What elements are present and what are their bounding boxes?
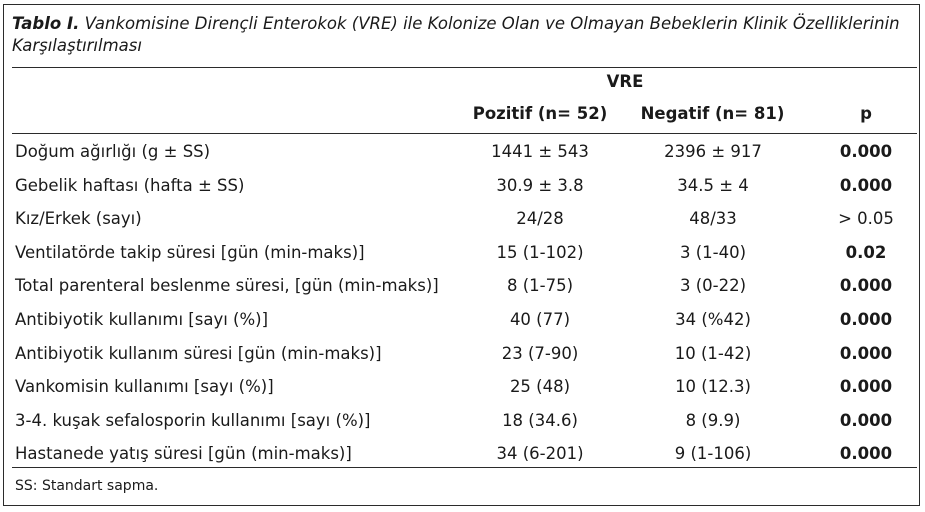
row-label: Kız/Erkek (sayı) [15,209,142,229]
row-label: Hastanede yatış süresi [gün (min-maks)] [15,444,352,464]
negative-value: 2396 ± 917 [664,142,762,161]
row-label: Vankomisin kullanımı [sayı (%)] [15,377,274,397]
caption-label: Tablo I. [12,14,80,33]
negative-value: 48/33 [689,209,737,229]
row-label: Total parenteral beslenme süresi, [gün (… [15,276,439,296]
p-value: 0.000 [839,410,893,430]
header-p: p [860,104,872,123]
table-frame [3,4,920,506]
positive-value: 23 (7-90) [501,343,579,363]
row-label: Antibiyotik kullanımı [sayı (%)] [15,310,269,329]
p-value: 0.000 [839,142,893,161]
row-label: Antibiyotik kullanım süresi [gün (min-ma… [15,343,382,363]
row-label: Doğum ağırlığı (g ± SS) [15,142,211,161]
p-value: 0.02 [845,242,887,262]
p-value: 0.000 [839,175,893,195]
positive-value: 30.9 ± 3.8 [496,175,584,195]
p-value: 0.000 [839,444,893,464]
table-row: Total parenteral beslenme süresi, [gün (… [0,269,925,302]
negative-value: 3 (1-40) [679,242,747,262]
row-label: Ventilatörde takip süresi [gün (min-maks… [15,242,365,262]
caption-text: Vankomisine Dirençli Enterokok (VRE) ile… [12,14,900,55]
positive-value: 8 (1-75) [506,276,574,296]
table-row: Doğum ağırlığı (g ± SS) 1441 ± 543 2396 ± … [0,135,925,168]
header-rule [12,133,917,134]
p-value: 0.000 [839,276,893,296]
row-label: 3-4. kuşak sefalosporin kullanımı [sayı … [15,410,371,430]
positive-value: 24/28 [516,209,564,229]
table-row: Hastanede yatış süresi [gün (min-maks)] 3… [0,437,925,470]
positive-value: 25 (48) [509,377,571,397]
positive-value: 15 (1-102) [496,242,584,262]
table-row: 3-4. kuşak sefalosporin kullanımı [sayı … [0,404,925,437]
bottom-rule [12,467,917,468]
negative-value: 34 (%42) [675,310,751,329]
header-vre-group: VRE [606,72,644,91]
table-row: Antibiyotik kullanım süresi [gün (min-ma… [0,337,925,370]
table-caption: Tablo I. Vankomisine Dirençli Enterokok … [12,13,912,57]
table-row: Ventilatörde takip süresi [gün (min-maks… [0,236,925,269]
p-value: 0.000 [839,343,893,363]
negative-value: 9 (1-106) [674,444,752,464]
p-value: 0.000 [839,310,893,329]
header-positive: Pozitif (n= 52) [472,104,608,123]
positive-value: 40 (77) [509,310,571,329]
table-row: Kız/Erkek (sayı) 24/28 48/33 > 0.05 [0,202,925,235]
row-label: Gebelik haftası (hafta ± SS) [15,175,245,195]
footnote: SS: Standart sapma. [15,478,159,494]
table-row: Vankomisin kullanımı [sayı (%)] 25 (48) 10… [0,370,925,403]
negative-value: 8 (9.9) [685,410,741,430]
header-negative: Negatif (n= 81) [640,104,785,123]
table-row: Gebelik haftası (hafta ± SS) 30.9 ± 3.8 34… [0,169,925,202]
negative-value: 10 (12.3) [675,377,751,397]
positive-value: 18 (34.6) [502,410,578,430]
negative-value: 3 (0-22) [679,276,747,296]
positive-value: 34 (6-201) [496,444,584,464]
table-row: Antibiyotik kullanımı [sayı (%)] 40 (77) 3… [0,303,925,336]
positive-value: 1441 ± 543 [491,142,589,161]
p-value: > 0.05 [838,209,894,229]
negative-value: 34.5 ± 4 [677,175,749,195]
p-value: 0.000 [839,377,893,397]
negative-value: 10 (1-42) [674,343,752,363]
top-rule [12,67,917,68]
